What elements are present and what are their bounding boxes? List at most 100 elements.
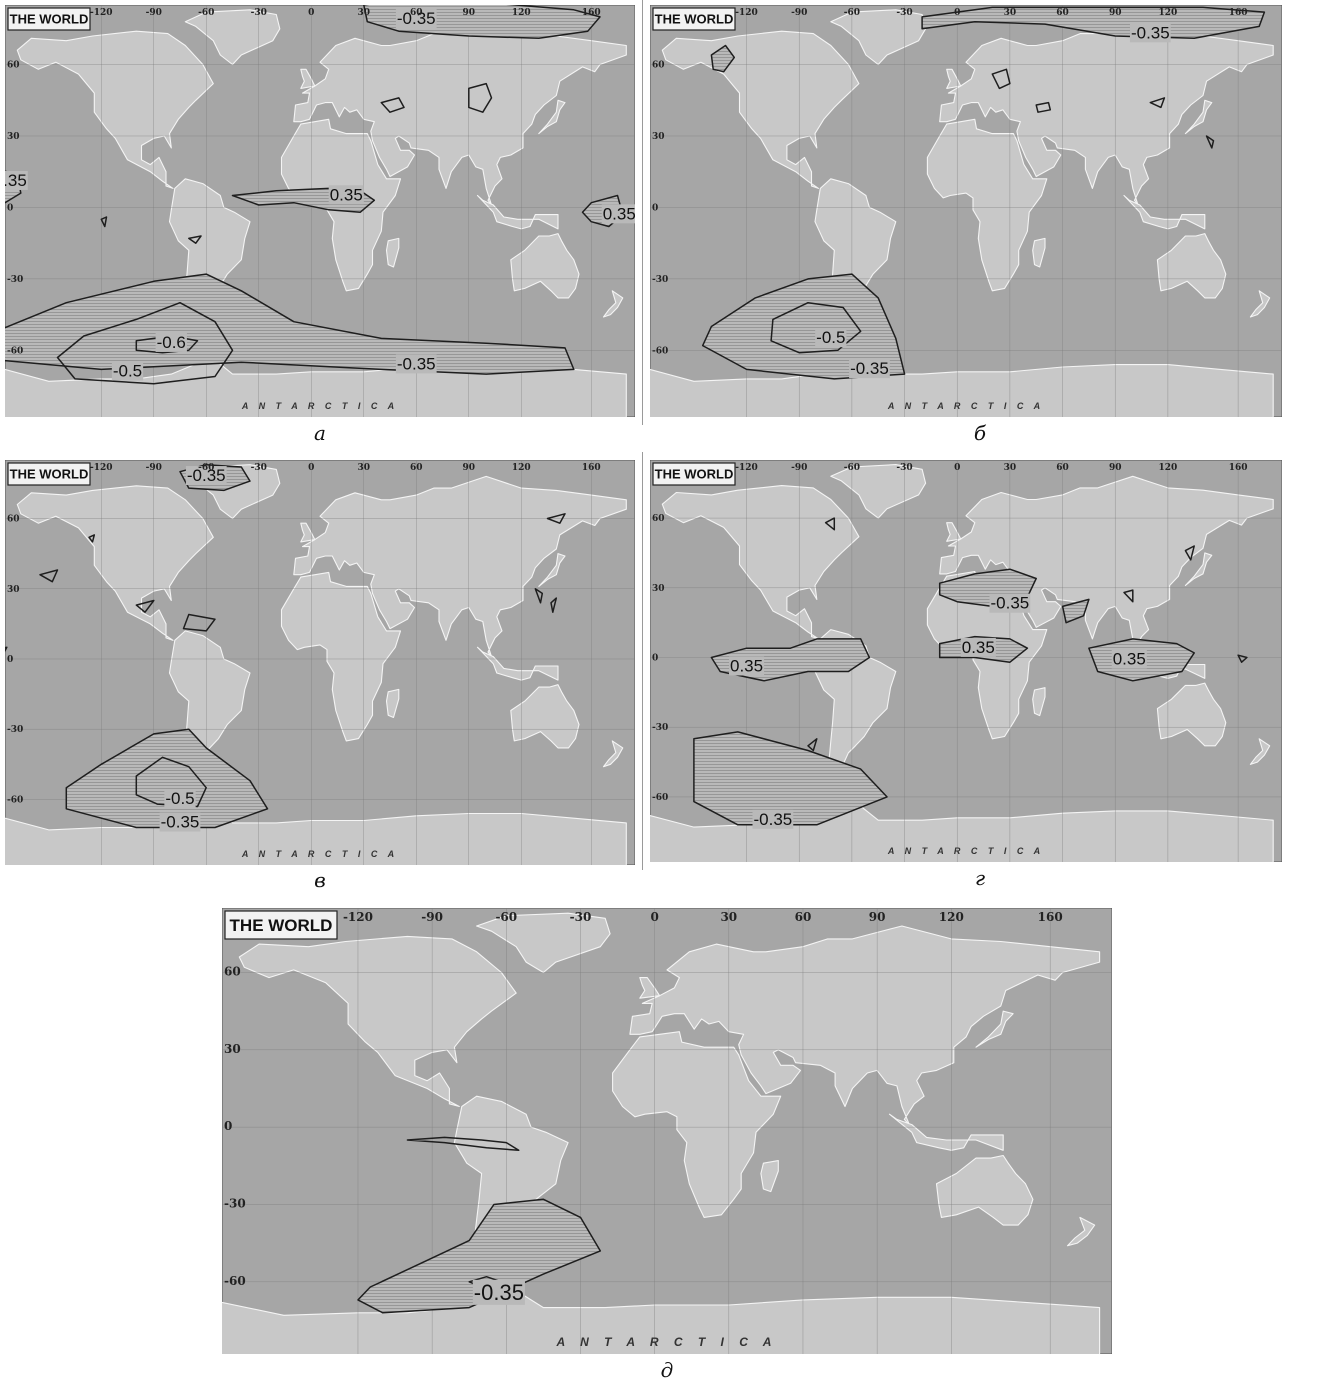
contour-label: -0.6: [157, 333, 186, 352]
longitude-tick-label: 120: [1158, 8, 1177, 18]
longitude-tick-label: 120: [512, 463, 531, 473]
latitude-tick-label: -30: [652, 275, 668, 285]
longitude-tick-label: 160: [1229, 8, 1248, 18]
longitude-tick-label: 60: [1056, 463, 1069, 473]
map-title: THE WORLD: [10, 12, 89, 27]
vertical-divider-top: [642, 0, 643, 425]
contour-line: [701, 273, 906, 380]
land-new-zealand: [602, 290, 624, 318]
antarctica-label: A N T A R C T I C A: [241, 849, 398, 859]
contour-lines: [693, 517, 1248, 826]
contour-label-background: [164, 789, 196, 809]
world-map-d: -0.35 -120 -90 -60 -30 0 30 60 90 120 160 60 30 0 -30 -…: [222, 908, 1112, 1354]
longitude-tick-label: 30: [720, 910, 737, 924]
land-indonesia: [476, 194, 559, 230]
contour-label-background: [185, 466, 227, 486]
contour-label: 0.35: [1113, 649, 1146, 668]
antarctica-label: A N T A R C T I C A: [887, 846, 1044, 856]
contour-line: [921, 6, 1266, 40]
contour-label: 0.35: [5, 171, 27, 190]
contour-line: [406, 1136, 520, 1152]
land-japan: [975, 1010, 1014, 1048]
latitude-tick-label: -30: [652, 723, 668, 733]
longitude-tick-label: 160: [1038, 910, 1063, 924]
longitude-tick-label: 30: [357, 463, 370, 473]
land-eurasia: [293, 475, 627, 658]
latitude-tick-label: -60: [652, 793, 668, 803]
latitude-tick-label: -30: [7, 725, 23, 735]
contour-line: [1149, 97, 1166, 109]
map-title-box: [652, 7, 736, 31]
panel-caption-a: а: [314, 421, 326, 445]
contour-line: [1205, 135, 1215, 149]
map-panel-g: -0.35 0.35 0.35 0.35 -0.35 -120 -90 -60 -30 0 30 60…: [650, 460, 1282, 862]
land-greenland: [476, 912, 611, 974]
land-greenland: [830, 9, 927, 66]
land-australia: [935, 1154, 1034, 1226]
contour-label-background: [752, 809, 794, 829]
contour-line: [39, 569, 59, 583]
contour-label-background: [1111, 649, 1147, 669]
antarctica-label: A N T A R C T I C A: [887, 401, 1044, 411]
longitude-tick-label: -90: [791, 463, 807, 473]
contour-line: [5, 273, 575, 375]
land-north-america: [661, 30, 860, 189]
contour-label: -0.35: [754, 810, 793, 829]
land-new-zealand: [602, 740, 624, 768]
latitude-tick-label: 30: [652, 584, 665, 594]
latitude-tick-label: 0: [652, 654, 658, 664]
latitude-tick-label: 60: [7, 515, 20, 525]
contour-label-background: [729, 656, 765, 676]
latitude-tick-label: -60: [7, 795, 23, 805]
contour-line: [534, 588, 544, 604]
longitude-tick-label: -30: [896, 8, 912, 18]
longitude-tick-label: 90: [462, 463, 475, 473]
longitude-tick-label: -120: [90, 463, 113, 473]
land-japan: [538, 99, 566, 135]
longitude-tick-label: -60: [844, 8, 860, 18]
contour-line: [1123, 589, 1134, 603]
latitude-tick-label: -30: [224, 1196, 246, 1210]
longitude-tick-label: -60: [495, 910, 517, 924]
longitude-tick-label: 30: [1004, 8, 1017, 18]
contour-label: -0.35: [187, 466, 226, 485]
longitude-tick-label: 90: [869, 910, 886, 924]
latitude-tick-label: 30: [7, 132, 20, 142]
land-north-america: [16, 30, 214, 189]
contour-line: [710, 44, 736, 73]
contour-line: [1035, 101, 1052, 113]
world-map-g: -0.35 0.35 0.35 0.35 -0.35 -120 -90 -60 -30 0 30 60…: [650, 460, 1282, 862]
world-map-v: -0.35 -0.5 -0.35 -120 -90 -60 -30 0 30 60 90 120 160…: [5, 460, 635, 865]
land-madagascar: [760, 1160, 779, 1193]
longitude-tick-label: -90: [146, 463, 162, 473]
longitude-tick-label: -90: [791, 8, 807, 18]
land-australia: [1156, 233, 1227, 299]
longitude-tick-label: 90: [1109, 463, 1122, 473]
contour-label-background: [815, 328, 847, 348]
latitude-tick-label: 0: [7, 655, 13, 665]
panel-caption-v: в: [314, 868, 326, 892]
map-panel-v: -0.35 -0.5 -0.35 -120 -90 -60 -30 0 30 60 90 120 160…: [5, 460, 635, 865]
contour-line: [357, 1198, 602, 1314]
contour-label: -0.35: [474, 1280, 524, 1305]
antarctica-label: A N T A R C T I C A: [241, 401, 398, 411]
longitude-tick-label: 30: [357, 8, 370, 18]
world-map-a: -0.35 0.35 0.35 0.35 -0.6 -0.5 -0.35 -120 -90 -60…: [5, 5, 635, 417]
contour-lines: [701, 6, 1266, 380]
antarctica-label: A N T A R C T I C A: [556, 1335, 778, 1349]
map-panel-d: -0.35 -120 -90 -60 -30 0 30 60 90 120 160 60 30 0 -30 -…: [222, 908, 1112, 1354]
longitude-tick-label: 60: [1056, 8, 1069, 18]
latitude-tick-label: -60: [652, 346, 668, 356]
latitude-tick-label: -60: [224, 1274, 246, 1288]
land-madagascar: [385, 237, 400, 268]
map-title: THE WORLD: [10, 467, 89, 482]
land-north-america: [661, 485, 860, 640]
contour-line: [770, 301, 862, 354]
contour-line: [991, 68, 1011, 90]
contour-line: [135, 599, 155, 613]
latitude-tick-label: 30: [652, 132, 665, 142]
land-indonesia: [888, 1113, 1004, 1151]
map-title-box: [652, 462, 736, 486]
land-madagascar: [1032, 687, 1046, 717]
contour-label: -0.35: [397, 354, 436, 373]
